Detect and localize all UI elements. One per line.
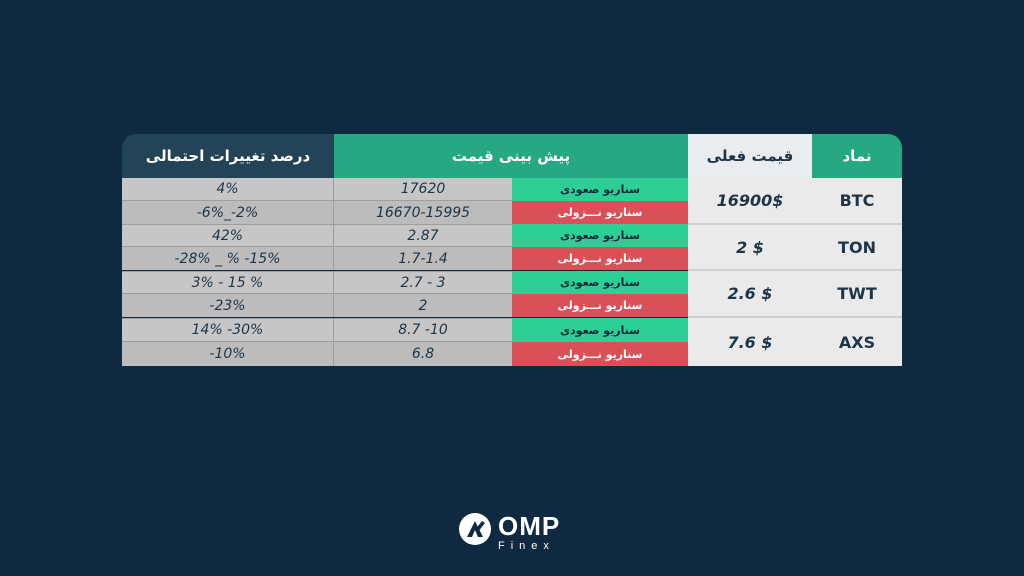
forecast-up-cell: 2.7 - 3: [334, 271, 512, 294]
symbol-cell: AXS: [812, 318, 902, 366]
change-up-cell: 4%: [122, 178, 334, 201]
header-symbol: نماد: [812, 134, 902, 178]
scenario-down-badge: سناریو نـــزولی: [512, 342, 688, 366]
forecast-up-cell: 17620: [334, 178, 512, 201]
symbol-cell: TON: [812, 225, 902, 271]
omp-logo-icon: [459, 513, 491, 545]
forecast-down-cell: 2: [334, 294, 512, 317]
current-price-cell: 2.6 $: [688, 271, 812, 318]
logo-main-text: OMP: [498, 511, 561, 541]
change-down-cell: -23%: [122, 294, 334, 317]
scenario-up-badge: سناریو صعودی: [512, 178, 688, 201]
forecast-down-cell: 16670-15995: [334, 201, 512, 224]
forecast-down-cell: 1.7-1.4: [334, 247, 512, 270]
change-up-cell: 3% - 15 %: [122, 271, 334, 294]
scenario-up-badge: سناریو صعودی: [512, 224, 688, 247]
current-price-cell: 16900$: [688, 178, 812, 225]
header-change: درصد تغییرات احتمالی: [122, 134, 334, 178]
forecast-up-cell: 2.87: [334, 224, 512, 247]
scenario-down-badge: سناریو نـــزولی: [512, 247, 688, 270]
logo-text: OMP Finex: [498, 512, 560, 552]
price-forecast-table: درصد تغییرات احتمالی پیش بینی قیمت قیمت …: [122, 134, 902, 366]
change-down-cell: -6%_-2%: [122, 201, 334, 224]
omp-finex-logo: OMP Finex: [458, 512, 578, 558]
change-down-cell: -28% _ % -15%: [122, 247, 334, 270]
current-price-cell: 2 $: [688, 225, 812, 271]
scenario-up-badge: سناریو صعودی: [512, 271, 688, 294]
forecast-up-cell: 8.7 -10: [334, 318, 512, 342]
scenario-down-badge: سناریو نـــزولی: [512, 294, 688, 317]
header-current-price: قیمت فعلی: [688, 134, 812, 178]
change-up-cell: 42%: [122, 224, 334, 247]
header-forecast: پیش بینی قیمت: [334, 134, 688, 178]
scenario-down-badge: سناریو نـــزولی: [512, 201, 688, 224]
change-down-cell: -10%: [122, 342, 334, 366]
symbol-cell: TWT: [812, 271, 902, 318]
current-price-cell: 7.6 $: [688, 318, 812, 366]
forecast-down-cell: 6.8: [334, 342, 512, 366]
logo-sub-text: Finex: [498, 540, 555, 552]
symbol-cell: BTC: [812, 178, 902, 225]
change-up-cell: 14% -30%: [122, 318, 334, 342]
scenario-up-badge: سناریو صعودی: [512, 318, 688, 342]
